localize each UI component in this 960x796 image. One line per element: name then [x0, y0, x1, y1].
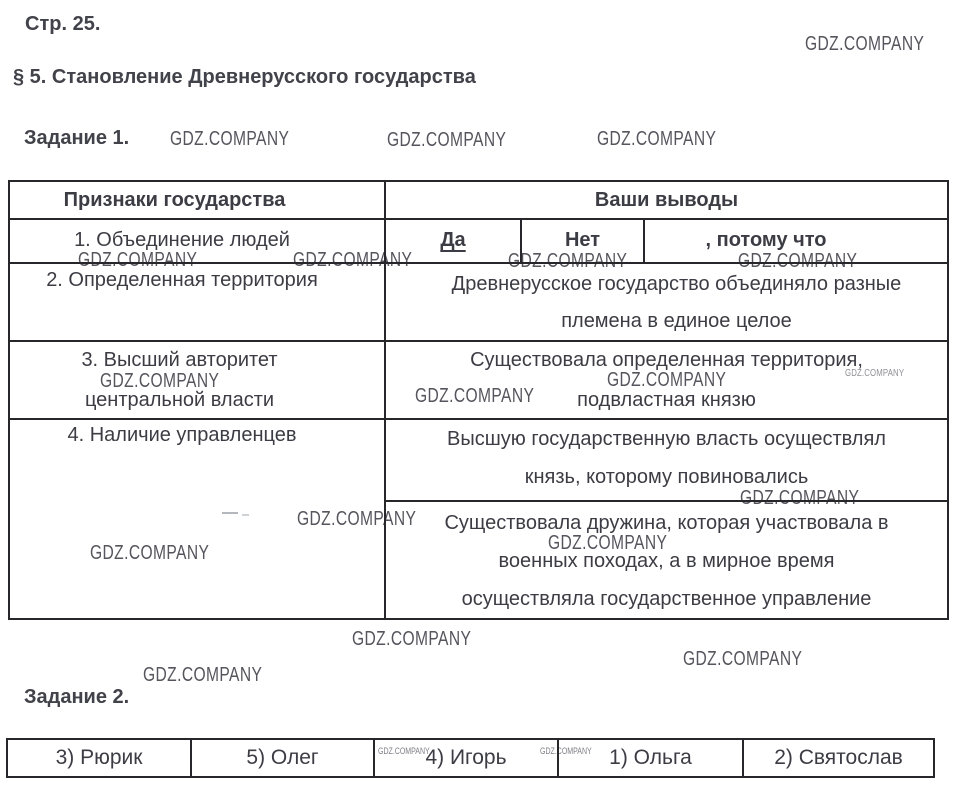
- watermark: GDZ.COMPANY: [100, 370, 220, 392]
- row1-yes-cell: Да: [440, 228, 466, 251]
- row4-conclusion-b: Существовала дружина, которая участвовал…: [444, 512, 889, 610]
- column-divider: [384, 182, 386, 618]
- watermark: GDZ.COMPANY: [683, 648, 803, 670]
- watermark: GDZ.COMPANY: [90, 542, 210, 564]
- page-number-label: Стр. 25.: [25, 13, 101, 35]
- row3-conclusion: Существовала определенная территория, по…: [470, 349, 863, 411]
- row1-because-cell: , потому что: [705, 228, 827, 251]
- state-features-table: Признаки государства Ваши выводы 1. Объе…: [8, 180, 949, 620]
- header-features: Признаки государства: [63, 188, 286, 211]
- scan-artifact-dash: [222, 512, 238, 514]
- row-divider: [384, 500, 947, 502]
- princes-order-table: 3) Рюрик 5) Олег 4) Игорь 1) Ольга 2) Св…: [6, 738, 935, 778]
- prince-cell: 2) Святослав: [774, 746, 903, 769]
- task2-label: Задание 2.: [24, 686, 130, 708]
- row-divider: [10, 262, 947, 264]
- watermark: GDZ.COMPANY: [297, 508, 417, 530]
- watermark: GDZ.COMPANY: [607, 369, 727, 391]
- cell-divider: [190, 740, 192, 776]
- watermark: GDZ.COMPANY: [293, 249, 413, 271]
- row4-conclusion-a: Высшую государственную власть осуществля…: [447, 428, 886, 488]
- watermark: GDZ.COMPANY: [352, 628, 472, 650]
- row2-feature: 2. Определенная территория: [46, 269, 318, 291]
- prince-cell: 5) Олег: [246, 746, 319, 769]
- row-divider: [10, 340, 947, 342]
- row-divider: [10, 218, 947, 220]
- cell-divider: [373, 740, 375, 776]
- row2-conclusion: Древнерусское государство объединяло раз…: [451, 273, 902, 332]
- subcolumn-divider: [520, 218, 522, 262]
- watermark: GDZ.COMPANY: [845, 368, 905, 379]
- row1-no-cell: Нет: [564, 228, 601, 251]
- watermark: GDZ.COMPANY: [738, 250, 858, 272]
- watermark: GDZ.COMPANY: [740, 487, 860, 509]
- row1-feature: 1. Объединение людей: [74, 228, 290, 251]
- section-title: § 5. Становление Древнерусского государс…: [13, 66, 476, 88]
- watermark: GDZ.COMPANY: [78, 249, 198, 271]
- watermark: GDZ.COMPANY: [508, 250, 628, 272]
- watermark: GDZ.COMPANY: [387, 129, 507, 151]
- watermark: GDZ.COMPANY: [540, 746, 592, 756]
- prince-cell: 1) Ольга: [609, 746, 692, 769]
- watermark: GDZ.COMPANY: [597, 128, 717, 150]
- watermark: GDZ.COMPANY: [415, 385, 535, 407]
- watermark: GDZ.COMPANY: [548, 532, 668, 554]
- row4-feature: 4. Наличие управленцев: [67, 424, 297, 446]
- watermark: GDZ.COMPANY: [378, 746, 430, 756]
- header-conclusions: Ваши выводы: [594, 188, 739, 211]
- task1-label: Задание 1.: [24, 127, 130, 149]
- scan-artifact-dash: [242, 514, 249, 516]
- prince-cell: 4) Игорь: [425, 746, 507, 769]
- row3-feature: 3. Высший авторитет центральной власти: [81, 349, 278, 411]
- watermark: GDZ.COMPANY: [805, 33, 925, 55]
- cell-divider: [742, 740, 744, 776]
- watermark: GDZ.COMPANY: [170, 128, 290, 150]
- row-divider: [10, 418, 947, 420]
- subcolumn-divider: [643, 218, 645, 262]
- watermark: GDZ.COMPANY: [143, 664, 263, 686]
- prince-cell: 3) Рюрик: [55, 746, 143, 769]
- cell-divider: [557, 740, 559, 776]
